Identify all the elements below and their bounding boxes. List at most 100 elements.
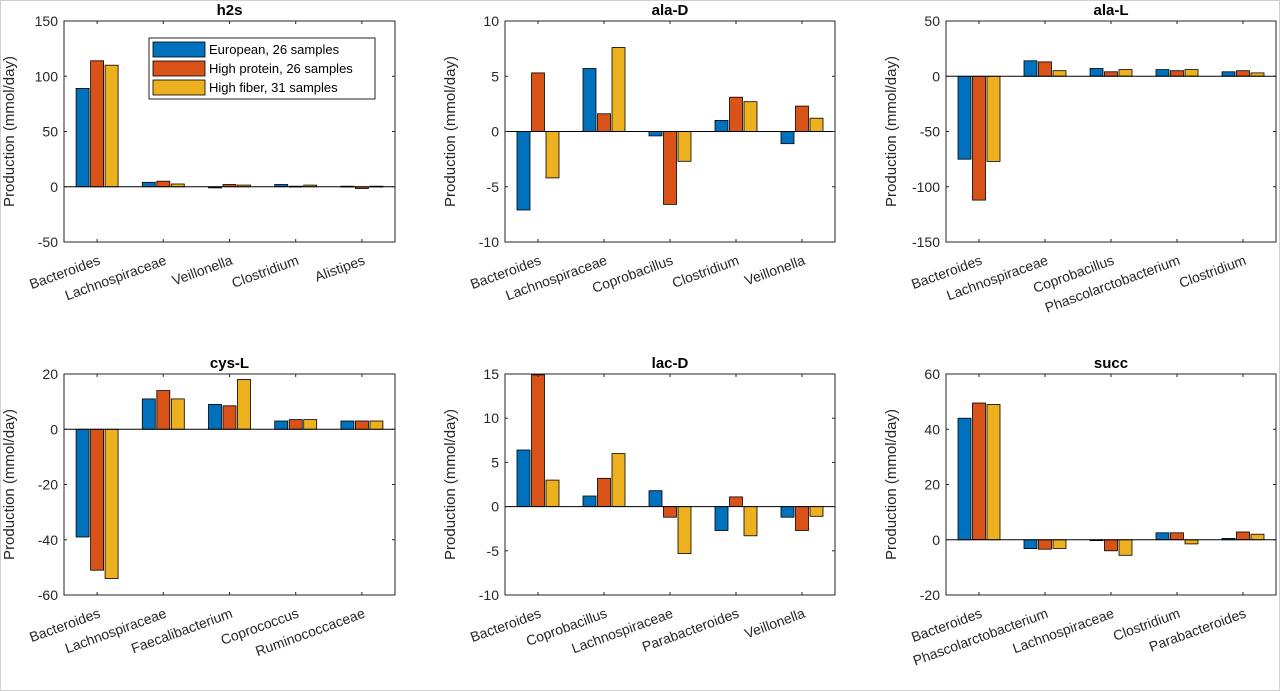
bar-lachnospiraceae-series-1 (597, 113, 611, 132)
y-axis-label: Production (mmol/day) (883, 409, 900, 560)
bar-clostridium-series-0 (1155, 532, 1170, 541)
chart-title: succ (1094, 355, 1128, 372)
bar-bacteroides-series-2 (104, 428, 119, 579)
y-tick-label: -20 (920, 587, 940, 603)
category-label: Clostridium (1177, 252, 1248, 291)
bar-bacteroides-series-0 (516, 449, 531, 507)
y-tick-label: 20 (924, 477, 940, 493)
bar-coprobacillus-series-0 (1089, 68, 1104, 77)
bar-bacteroides-series-1 (531, 374, 545, 507)
y-tick-label: -40 (38, 532, 58, 548)
chart-1: -10-50510BacteroidesLachnospiraceaeCopro… (442, 2, 836, 303)
y-tick-label: 0 (491, 124, 499, 140)
bar-parabacteroides-series-1 (1236, 531, 1250, 541)
bar-bacteroides-series-2 (986, 75, 1001, 162)
bar-clostridium-series-2 (743, 101, 758, 132)
y-tick-label: 0 (491, 499, 499, 515)
bar-bacteroides-series-1 (90, 60, 104, 188)
bar-lachnospiraceae-series-2 (611, 47, 626, 132)
bar-ruminococcaceae-series-2 (369, 420, 384, 430)
bar-phascolarctobacterium-series-0 (1023, 539, 1038, 549)
bar-coprobacillus-series-2 (1118, 69, 1133, 77)
bar-ruminococcaceae-series-0 (340, 420, 355, 430)
y-axis-label: Production (mmol/day) (883, 56, 900, 207)
bar-veillonella-series-2 (809, 117, 824, 132)
bar-coprobacillus-series-0 (648, 131, 663, 137)
chart-2: -150-100-50050BacteroidesLachnospiraceae… (883, 2, 1277, 316)
bar-lachnospiraceae-series-2 (1052, 70, 1067, 77)
y-tick-label: 15 (483, 366, 499, 382)
bar-bacteroides-series-1 (531, 72, 545, 132)
y-tick-label: -10 (479, 587, 499, 603)
bar-phascolarctobacterium-series-0 (1155, 69, 1170, 77)
chart-title: cys-L (210, 355, 249, 372)
y-tick-label: 50 (924, 13, 940, 29)
bar-lachnospiraceae-series-2 (1118, 539, 1133, 556)
y-tick-label: 10 (483, 13, 499, 29)
y-tick-label: 0 (932, 532, 940, 548)
bar-clostridium-series-0 (1221, 71, 1236, 77)
bar-lachnospiraceae-series-1 (1038, 61, 1052, 77)
y-tick-label: -5 (487, 543, 500, 559)
y-tick-label: 5 (491, 454, 499, 470)
bar-lachnospiraceae-series-0 (141, 181, 156, 188)
legend-label-1: High protein, 26 samples (209, 61, 353, 76)
chart-title: lac-D (652, 355, 689, 372)
bar-lachnospiraceae-series-0 (648, 490, 663, 508)
bar-bacteroides-series-2 (104, 64, 119, 188)
bar-lachnospiraceae-series-0 (1023, 60, 1038, 77)
y-tick-label: 0 (50, 179, 58, 195)
bar-veillonella-series-1 (795, 506, 809, 531)
bar-bacteroides-series-1 (90, 428, 104, 571)
y-axis-label: Production (mmol/day) (442, 56, 459, 207)
bar-clostridium-series-0 (714, 120, 729, 132)
bar-parabacteroides-series-2 (1250, 533, 1265, 541)
bar-bacteroides-series-2 (545, 131, 560, 179)
legend-swatch-0 (152, 41, 206, 58)
legend-label-0: European, 26 samples (209, 42, 340, 57)
bar-ruminococcaceae-series-1 (354, 420, 369, 430)
bar-coprobacillus-series-1 (663, 131, 677, 205)
y-tick-label: 60 (924, 366, 940, 382)
bar-lachnospiraceae-series-0 (141, 398, 156, 430)
legend-swatch-2 (152, 79, 206, 96)
bar-coprobacillus-series-1 (1104, 71, 1118, 77)
y-tick-label: 10 (483, 410, 499, 426)
bar-parabacteroides-series-1 (729, 496, 743, 507)
y-tick-label: -100 (912, 179, 940, 195)
chart-5: -200204060BacteroidesPhascolarctobacteri… (883, 355, 1277, 669)
category-label: Veillonella (170, 252, 235, 289)
bar-parabacteroides-series-0 (714, 506, 729, 531)
chart-title: h2s (217, 2, 243, 19)
bar-lachnospiraceae-series-1 (663, 506, 677, 518)
bar-coprobacillus-series-2 (677, 131, 692, 162)
bar-coprobacillus-series-1 (597, 477, 611, 507)
bar-bacteroides-series-1 (972, 402, 986, 541)
category-label: Clostridium (229, 252, 300, 291)
bar-clostridium-series-2 (1250, 72, 1265, 77)
axes-background (946, 374, 1276, 595)
bar-clostridium-series-1 (1170, 532, 1184, 541)
chart-4: -10-5051015BacteroidesCoprobacillusLachn… (442, 355, 836, 656)
axes-background (946, 21, 1276, 242)
bar-coprococcus-series-2 (303, 419, 318, 430)
chart-title: ala-D (652, 2, 689, 19)
bar-veillonella-series-0 (780, 131, 795, 145)
y-tick-label: -10 (479, 234, 499, 250)
bar-bacteroides-series-0 (957, 417, 972, 541)
bar-coprobacillus-series-2 (611, 453, 626, 508)
bar-phascolarctobacterium-series-2 (1052, 539, 1067, 549)
bar-bacteroides-series-1 (972, 75, 986, 201)
bar-faecalibacterium-series-1 (222, 405, 237, 430)
y-tick-label: -20 (38, 477, 58, 493)
bar-lachnospiraceae-series-1 (1104, 539, 1118, 552)
bar-clostridium-series-1 (1236, 70, 1250, 77)
y-tick-label: -50 (38, 234, 58, 250)
bar-lachnospiraceae-series-0 (582, 68, 597, 132)
y-tick-label: 150 (35, 13, 59, 29)
bar-phascolarctobacterium-series-2 (1184, 69, 1199, 77)
bar-bacteroides-series-0 (957, 75, 972, 160)
bar-lachnospiraceae-series-2 (677, 506, 692, 554)
bar-veillonella-series-2 (809, 506, 824, 517)
